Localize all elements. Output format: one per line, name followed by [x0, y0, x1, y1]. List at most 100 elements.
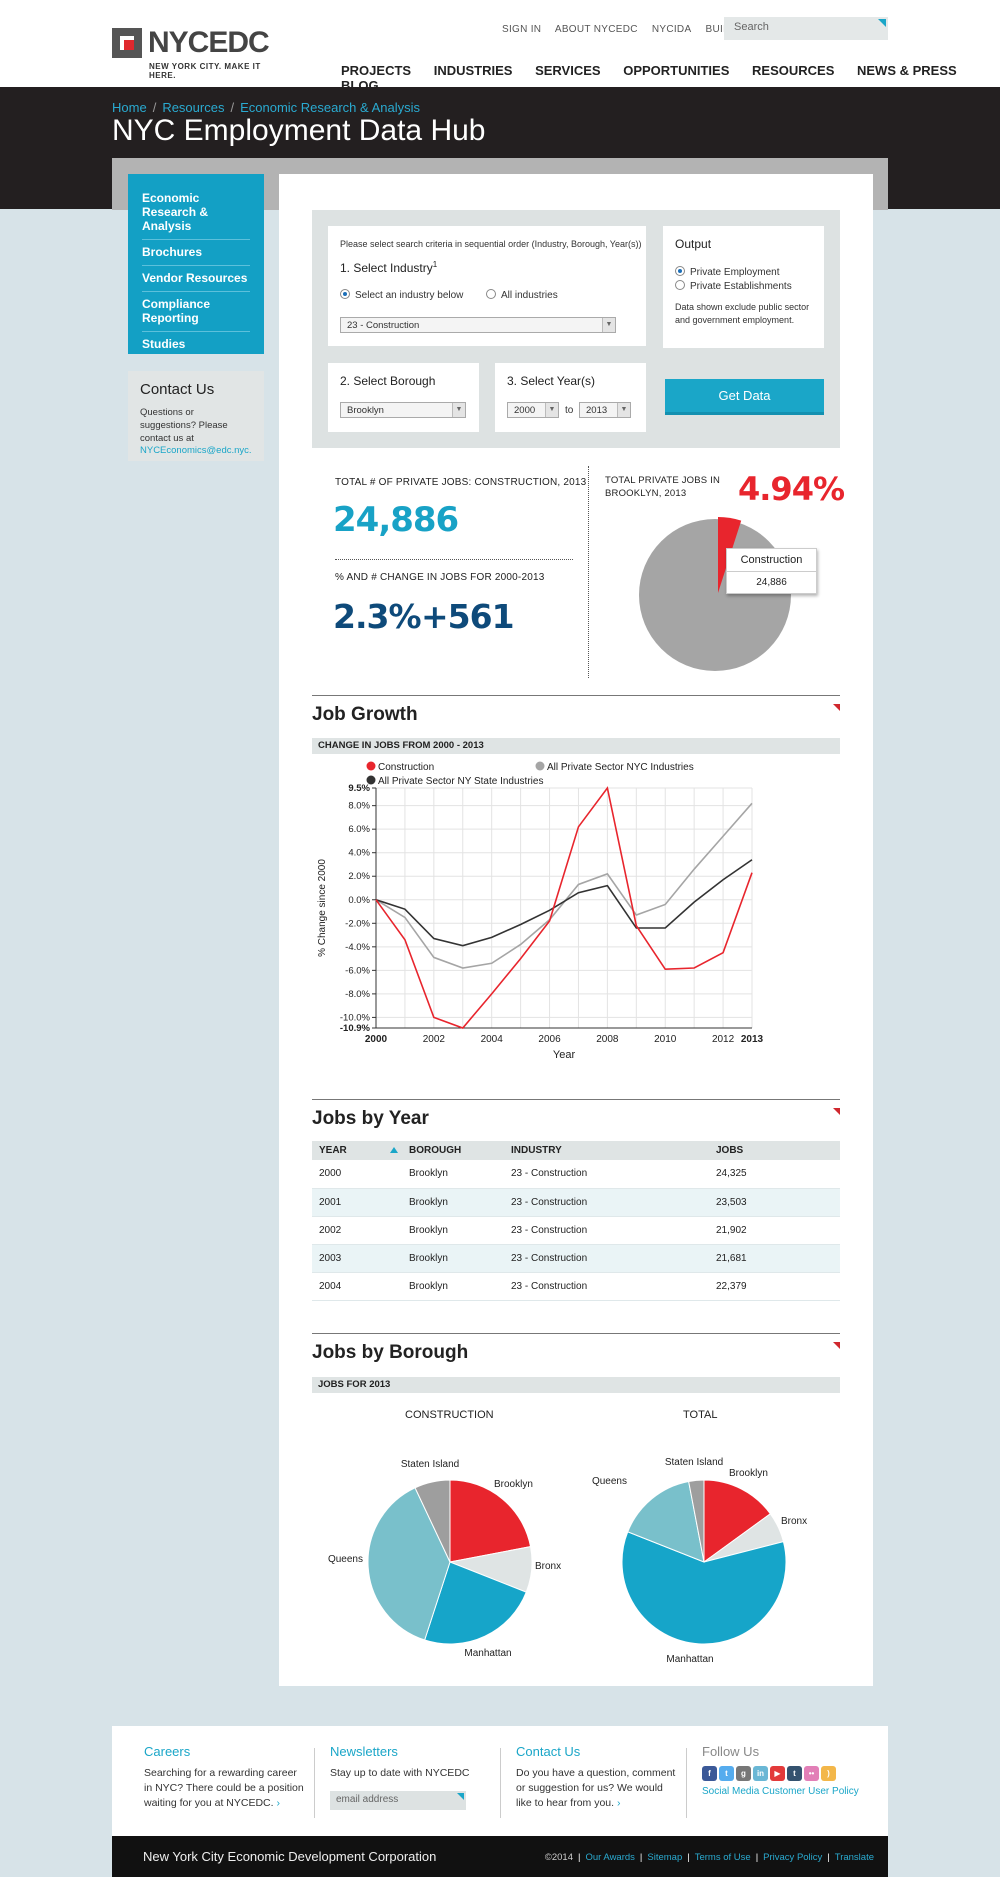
link-sitemap[interactable]: Sitemap: [647, 1852, 683, 1863]
col-borough[interactable]: BOROUGH: [402, 1141, 504, 1160]
radio-private-employment[interactable]: Private Employment: [675, 266, 779, 278]
nav-industries[interactable]: INDUSTRIES: [433, 63, 513, 78]
social-policy-link[interactable]: Social Media Customer User Policy: [702, 1786, 859, 1797]
pie-slice-other: [639, 519, 791, 671]
youtube-icon[interactable]: ▶: [770, 1766, 785, 1781]
col-industry[interactable]: INDUSTRY: [504, 1141, 709, 1160]
construction-borough-pie-chart: Brooklyn Bronx Manhattan Queens Staten Islan…: [328, 1459, 561, 1659]
year-to-select[interactable]: 2013 ▼: [579, 402, 631, 418]
output-box: Output Private Employment Private Establ…: [663, 226, 824, 348]
arrow-icon[interactable]: ›: [616, 1797, 621, 1809]
pie-slice-manhattan[interactable]: [621, 1531, 787, 1645]
sidebar-item-studies[interactable]: Studies: [142, 337, 186, 351]
link-translate[interactable]: Translate: [834, 1852, 874, 1863]
top-link-nycida[interactable]: NYCIDA: [651, 24, 692, 35]
years-box: 3. Select Year(s) 2000 ▼ to 2013 ▼: [495, 363, 646, 432]
flickr-icon[interactable]: ••: [804, 1766, 819, 1781]
pie-label: Manhattan: [464, 1648, 511, 1659]
sidebar-item-vendor-resources[interactable]: Vendor Resources: [142, 266, 250, 292]
copyright: ©2014: [544, 1852, 573, 1863]
radio-select-industry[interactable]: Select an industry below: [340, 289, 463, 301]
breadcrumb-home[interactable]: Home: [112, 100, 147, 115]
radio-off-icon[interactable]: [675, 280, 685, 290]
footer-contact-text: Do you have a question, comment or sugge…: [516, 1767, 676, 1809]
expand-corner-icon[interactable]: [833, 1108, 840, 1115]
linkedin-icon[interactable]: in: [753, 1766, 768, 1781]
expand-corner-icon[interactable]: [833, 704, 840, 711]
series-line-all-private-sector-nyc-industries[interactable]: [375, 802, 753, 969]
y-tick-label: -6.0%: [345, 965, 370, 976]
footer-newsletters-title[interactable]: Newsletters: [330, 1744, 398, 1759]
top-link-sign-in[interactable]: SIGN IN: [502, 24, 542, 35]
legend-label[interactable]: All Private Sector NY State Industries: [378, 776, 543, 787]
radio-on-icon[interactable]: [340, 289, 350, 299]
series-line-all-private-sector-ny-state-industries[interactable]: [375, 859, 753, 947]
nav-projects[interactable]: PROJECTS: [341, 63, 412, 78]
nav-news-press[interactable]: NEWS & PRESS: [857, 63, 957, 78]
link-our-awards[interactable]: Our Awards: [585, 1852, 635, 1863]
legend-label[interactable]: Construction: [378, 762, 434, 773]
brooklyn-share-pie-chart: [639, 517, 791, 671]
link-terms[interactable]: Terms of Use: [694, 1852, 751, 1863]
contact-email-link[interactable]: NYCEconomics@edc.nyc.: [140, 445, 252, 456]
rss-icon[interactable]: ): [821, 1766, 836, 1781]
radio-private-establishments[interactable]: Private Establishments: [675, 280, 792, 292]
email-input[interactable]: email address: [330, 1791, 466, 1810]
cell-borough: Brooklyn: [402, 1272, 504, 1301]
pie-slice-staten-island[interactable]: [414, 1479, 451, 1563]
nav-services[interactable]: SERVICES: [535, 63, 601, 78]
change-percent: 2.3%: [333, 597, 422, 636]
footer-careers-title[interactable]: Careers: [144, 1744, 191, 1759]
footer-follow: Follow Us f t g in ▶ t ••) Social Media Custom…: [702, 1744, 882, 1799]
pie-slice-staten-island[interactable]: [688, 1479, 705, 1563]
facebook-icon[interactable]: f: [702, 1766, 717, 1781]
footer-divider: [314, 1748, 315, 1818]
pie-slice-manhattan[interactable]: [424, 1561, 527, 1645]
expand-corner-icon[interactable]: [833, 1342, 840, 1349]
search-corner-icon[interactable]: [878, 19, 886, 27]
job-growth-line-chart: Construction All Private Sector NYC Indus…: [317, 761, 764, 1061]
get-data-button[interactable]: Get Data: [665, 379, 824, 415]
twitter-icon[interactable]: t: [719, 1766, 734, 1781]
sidebar-item-economic-research[interactable]: Economic Research & Analysis: [142, 186, 250, 240]
pie-label: Queens: [592, 1476, 627, 1487]
googleplus-icon[interactable]: g: [736, 1766, 751, 1781]
year-from-select[interactable]: 2000 ▼: [507, 402, 559, 418]
nav-opportunities[interactable]: OPPORTUNITIES: [623, 63, 730, 78]
legend-marker[interactable]: [366, 761, 376, 771]
cell-jobs: 22,379: [709, 1272, 840, 1301]
legend-label[interactable]: All Private Sector NYC Industries: [547, 762, 694, 773]
pie-slice-queens[interactable]: [367, 1487, 451, 1641]
sort-asc-icon[interactable]: [390, 1147, 398, 1153]
industry-select[interactable]: 23 - Construction ▼: [340, 317, 616, 333]
search-input[interactable]: Search: [724, 17, 888, 40]
pie-slice-queens[interactable]: [627, 1480, 705, 1563]
breadcrumb-resources[interactable]: Resources: [162, 100, 225, 115]
tumblr-icon[interactable]: t: [787, 1766, 802, 1781]
breadcrumb-economic-research[interactable]: Economic Research & Analysis: [240, 100, 420, 115]
arrow-icon[interactable]: ›: [276, 1797, 280, 1809]
radio-all-industries[interactable]: All industries: [486, 289, 558, 301]
job-growth-heading: Job Growth: [312, 695, 840, 726]
legend-marker[interactable]: [366, 775, 376, 785]
nav-resources[interactable]: RESOURCES: [752, 63, 835, 78]
series-line-construction[interactable]: [375, 786, 753, 1029]
borough-select[interactable]: Brooklyn ▼: [340, 402, 466, 418]
submit-corner-icon[interactable]: [457, 1793, 464, 1800]
legend-marker[interactable]: [535, 761, 545, 771]
link-privacy[interactable]: Privacy Policy: [763, 1852, 823, 1863]
radio-on-icon[interactable]: [675, 266, 685, 276]
breadcrumb: Home / Resources / Economic Research & Analy…: [112, 100, 420, 115]
logo-tagline: NEW YORK CITY. MAKE IT HERE.: [149, 62, 261, 80]
pie-slice-brooklyn[interactable]: [449, 1479, 532, 1563]
footer-contact-title[interactable]: Contact Us: [516, 1744, 581, 1759]
radio-off-icon[interactable]: [486, 289, 496, 299]
sidebar-item-brochures[interactable]: Brochures: [142, 240, 250, 266]
col-jobs[interactable]: JOBS: [709, 1141, 840, 1160]
sidebar-item-compliance-reporting[interactable]: Compliance Reporting: [142, 292, 250, 332]
nycedc-logo[interactable]: NYCEDC NEW YORK CITY. MAKE IT HERE.: [112, 26, 282, 80]
sidebar-contact-box: Contact Us Questions or suggestions? Ple…: [128, 371, 264, 461]
pie-slice-brooklyn[interactable]: [703, 1479, 772, 1563]
col-year[interactable]: YEAR: [312, 1141, 402, 1160]
top-link-about[interactable]: ABOUT NYCEDC: [554, 24, 638, 35]
